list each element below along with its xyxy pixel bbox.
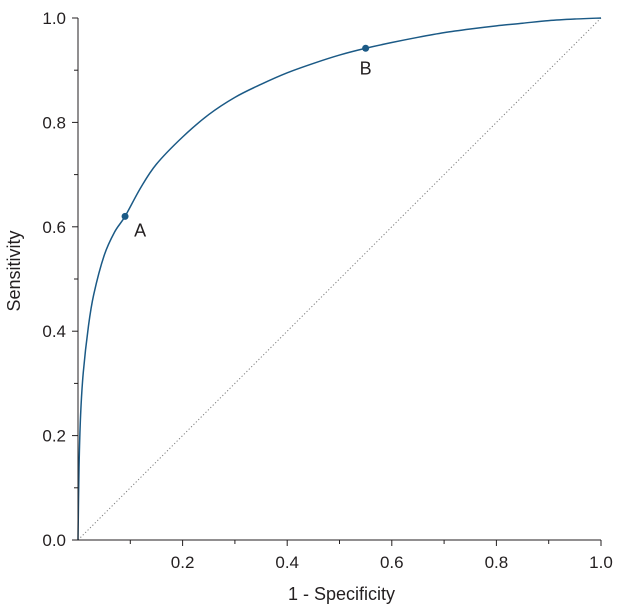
y-tick-label: 0.4 [42,322,66,341]
x-tick-label: 0.6 [380,553,404,572]
curve-layer [77,17,602,541]
point-b-marker [362,44,370,52]
y-axis-title: Sensitivity [4,230,24,311]
plot-area: 0.2 0.4 0.6 0.8 1.0 0.00.20.40.60.81.0 AB [42,9,612,572]
reference-diagonal-line [77,17,602,541]
point-b-label: B [360,58,372,78]
y-tick-label: 1.0 [42,9,66,28]
point-a-marker [121,212,129,220]
reference-layer [77,17,602,541]
x-axis-title: 1 - Specificity [288,584,395,604]
y-tick-label: 0.0 [42,531,66,550]
x-tick-label: 0.4 [275,553,299,572]
y-ticks: 0.0 0.2 0.4 0.6 0.8 1.0 [42,9,78,550]
points: AB [121,44,372,240]
roc-curve-line [77,17,602,541]
x-tick-label: 0.8 [485,553,509,572]
x-tick-label: 0.2 [171,553,195,572]
y-tick-label: 0.6 [42,218,66,237]
y-tick-label: 0.8 [42,113,66,132]
point-a-label: A [134,220,146,240]
axes [77,18,601,541]
x-ticks: 0.2 0.4 0.6 0.8 1.0 [129,540,613,572]
y-tick-label: 0.2 [42,427,66,446]
x-tick-label: 1.0 [589,553,613,572]
